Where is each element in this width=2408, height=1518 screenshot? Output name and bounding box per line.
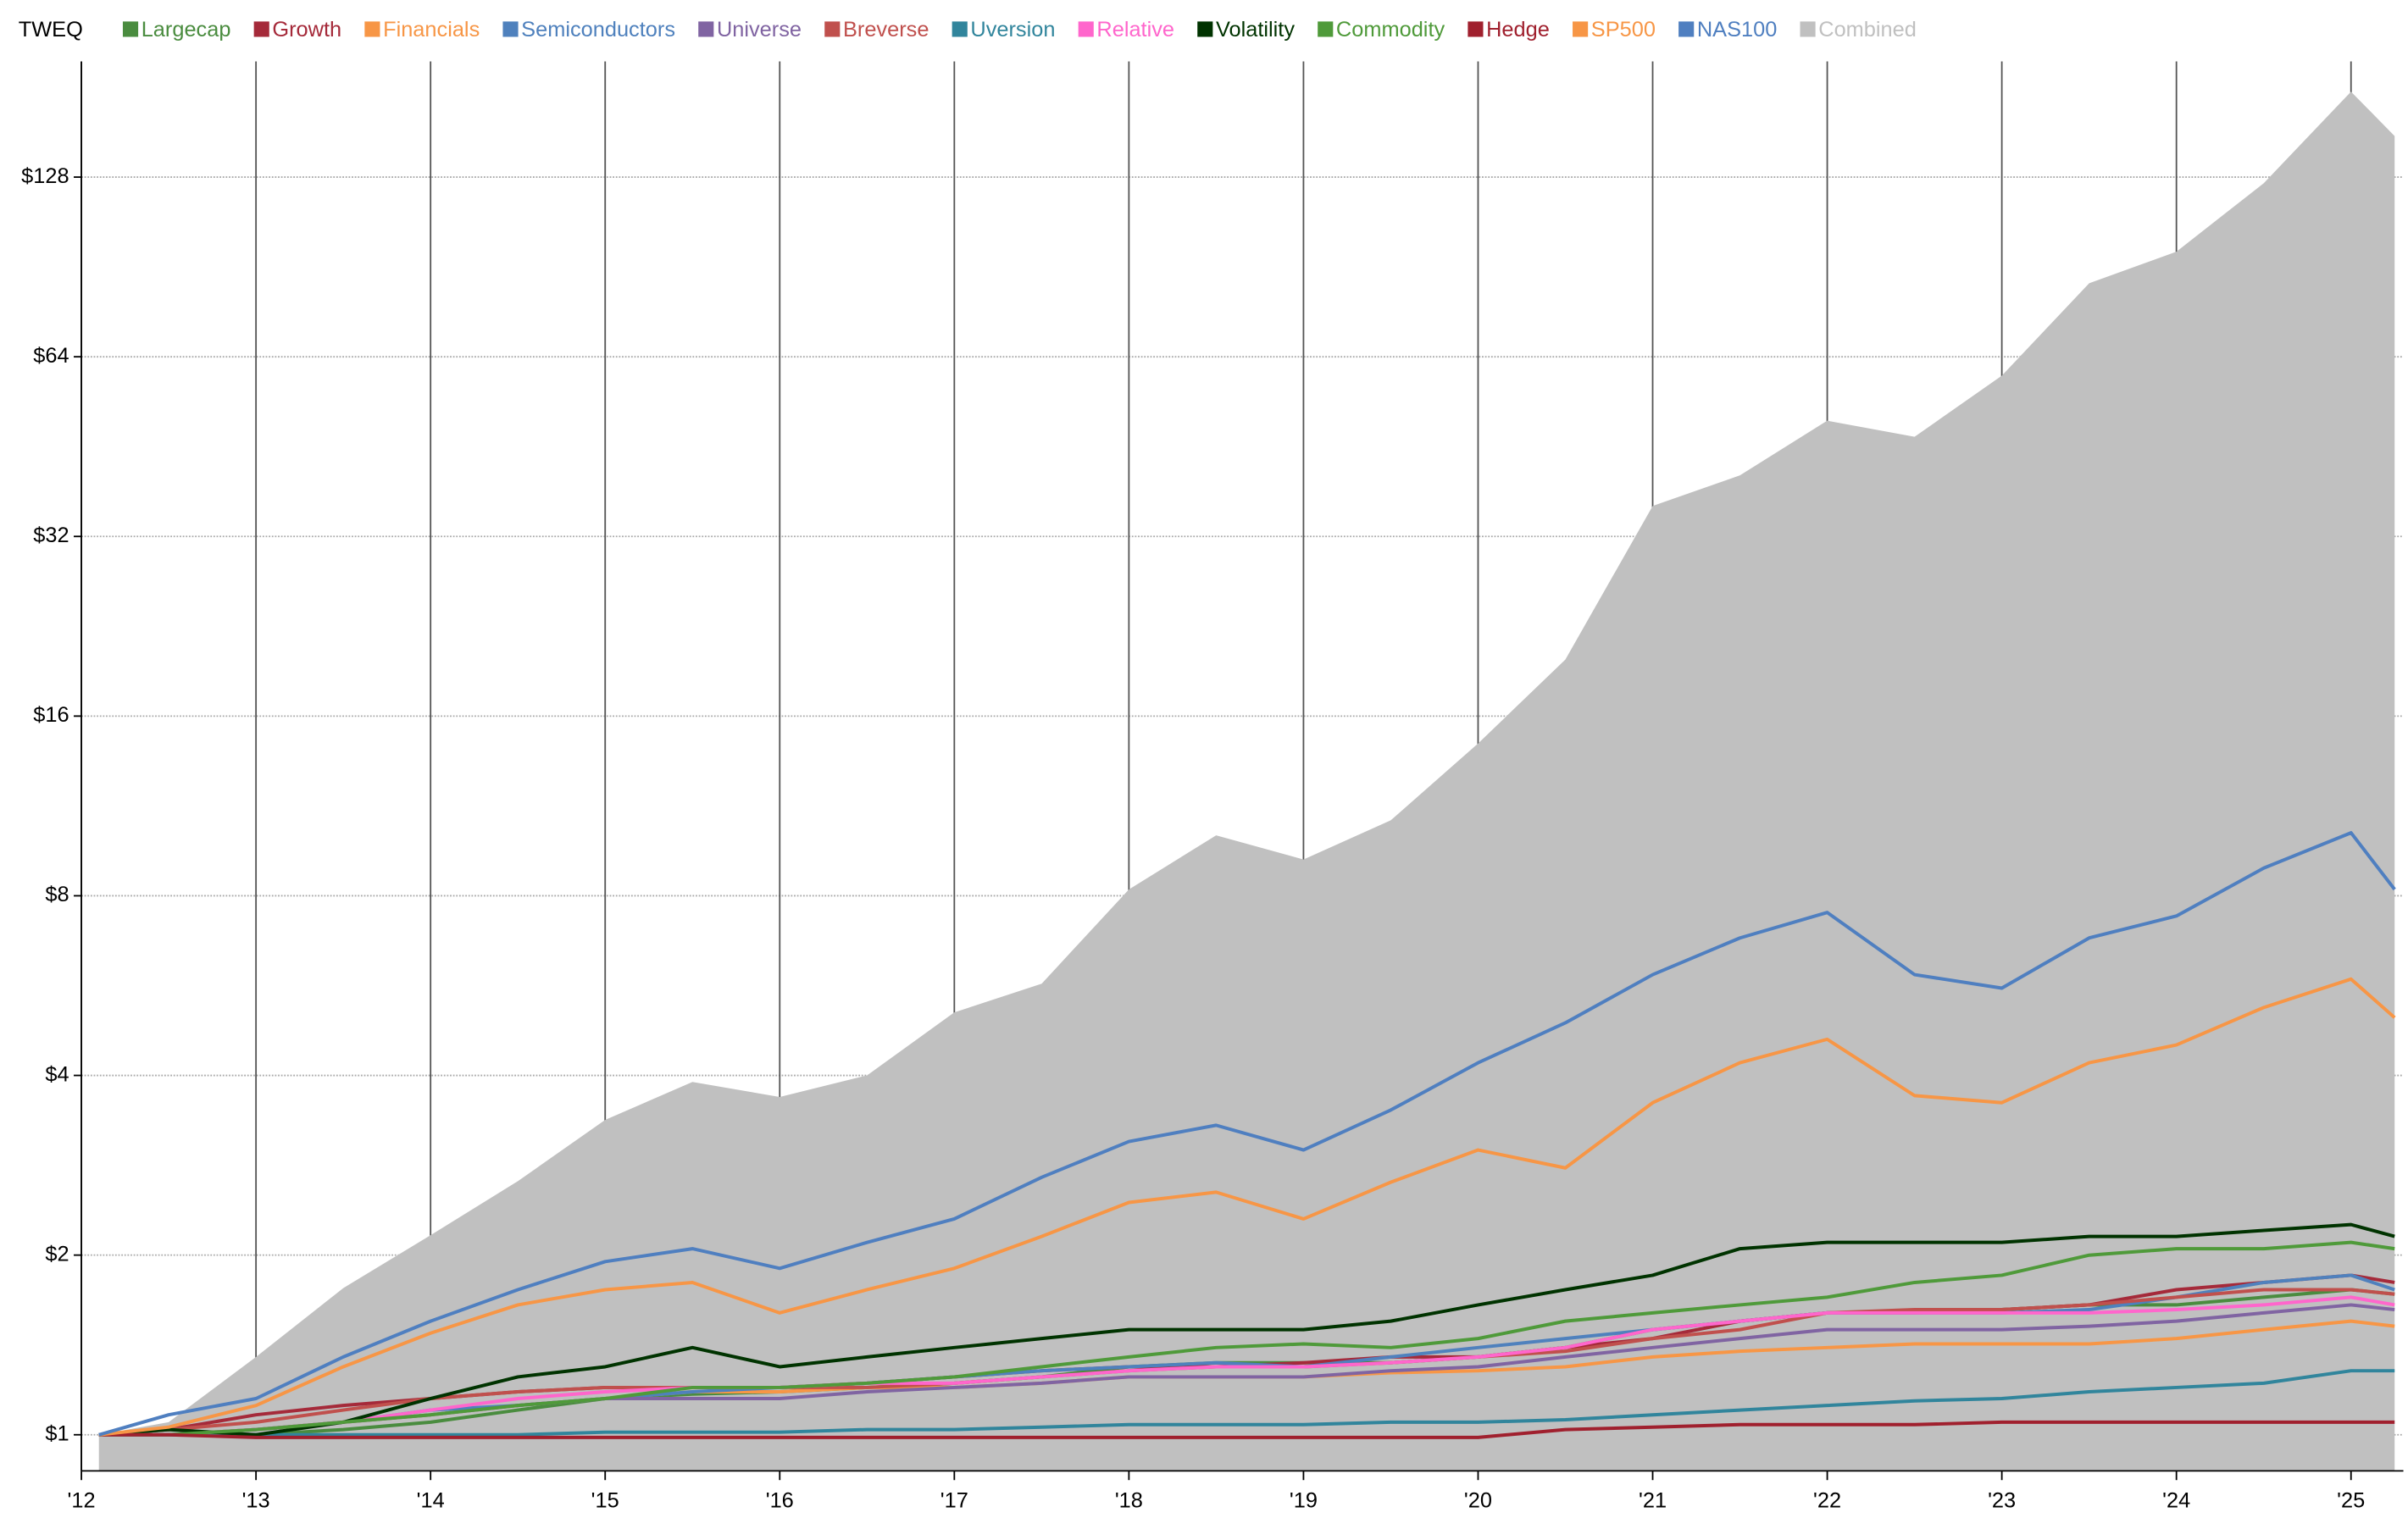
legend-label: Growth — [272, 18, 341, 42]
legend-label: Financials — [383, 18, 480, 42]
y-tick-label: $1 — [45, 1421, 69, 1445]
line — [98, 1295, 2395, 1437]
area — [98, 91, 2395, 1471]
x-tick-label: '18 — [1115, 1488, 1143, 1512]
legend-label: Commodity — [1336, 18, 1445, 42]
legend-label: Uversion — [970, 18, 1055, 42]
x-tick-label: '23 — [1988, 1488, 2016, 1512]
legend-label: Relative — [1096, 18, 1174, 42]
legend-swatch — [1318, 21, 1334, 37]
x-tick-label: '19 — [1290, 1488, 1318, 1512]
legend-swatch — [122, 21, 139, 37]
legend-swatch — [1678, 21, 1695, 37]
x-tick-label: '25 — [2337, 1488, 2365, 1512]
legend-label: Semiconductors — [521, 18, 675, 42]
line — [98, 1420, 2395, 1439]
y-tick-label: $32 — [33, 524, 69, 547]
line — [98, 1222, 2395, 1437]
x-tick-label: '20 — [1464, 1488, 1492, 1512]
legend-label: NAS100 — [1697, 18, 1777, 42]
line — [98, 831, 2396, 1437]
legend-swatch — [364, 21, 380, 37]
legend-swatch — [502, 21, 519, 37]
x-tick-label: '16 — [766, 1488, 794, 1512]
legend-swatch — [1573, 21, 1589, 37]
x-tick-label: '22 — [1813, 1488, 1841, 1512]
legend-swatch — [698, 21, 714, 37]
legend: TWEQ Largecap Growth Financials Semiconduct… — [19, 18, 1917, 42]
x-tick-label: '14 — [417, 1488, 445, 1512]
legend-swatch — [1468, 21, 1484, 37]
legend-label: Breverse — [843, 18, 929, 42]
legend-swatch — [1800, 21, 1816, 37]
y-tick-label: $128 — [21, 164, 69, 188]
line — [98, 977, 2396, 1437]
legend-swatch — [824, 21, 841, 37]
x-tick-label: '13 — [242, 1488, 270, 1512]
line — [98, 1240, 2395, 1437]
legend-swatch — [952, 21, 968, 37]
legend-label: Hedge — [1486, 18, 1550, 42]
legend-label: Volatility — [1216, 18, 1295, 42]
legend-label: Largecap — [141, 18, 231, 42]
legend-label: SP500 — [1591, 18, 1656, 42]
line — [98, 1369, 2395, 1437]
chart-title: TWEQ — [19, 18, 83, 42]
x-tick-label: '15 — [591, 1488, 619, 1512]
y-tick-label: $64 — [33, 344, 69, 368]
legend-swatch — [1197, 21, 1213, 37]
legend-swatch — [1078, 21, 1094, 37]
y-tick-label: $8 — [45, 883, 69, 906]
x-tick-label: '12 — [68, 1488, 96, 1512]
legend-swatch — [253, 21, 269, 37]
x-tick-label: '21 — [1639, 1488, 1667, 1512]
y-tick-label: $16 — [33, 703, 69, 727]
axes: $1 $2 $4 $8 $16 $32 $64 $128 '12 '13 '14 '15 '16 '17 '… — [21, 61, 2404, 1512]
y-tick-label: $4 — [45, 1062, 69, 1086]
x-tick-label: '24 — [2162, 1488, 2190, 1512]
legend-label: Combined — [1818, 18, 1917, 42]
plot — [98, 91, 2396, 1471]
y-tick-label: $2 — [45, 1242, 69, 1266]
legend-label: Universe — [717, 18, 802, 42]
x-tick-label: '17 — [940, 1488, 968, 1512]
